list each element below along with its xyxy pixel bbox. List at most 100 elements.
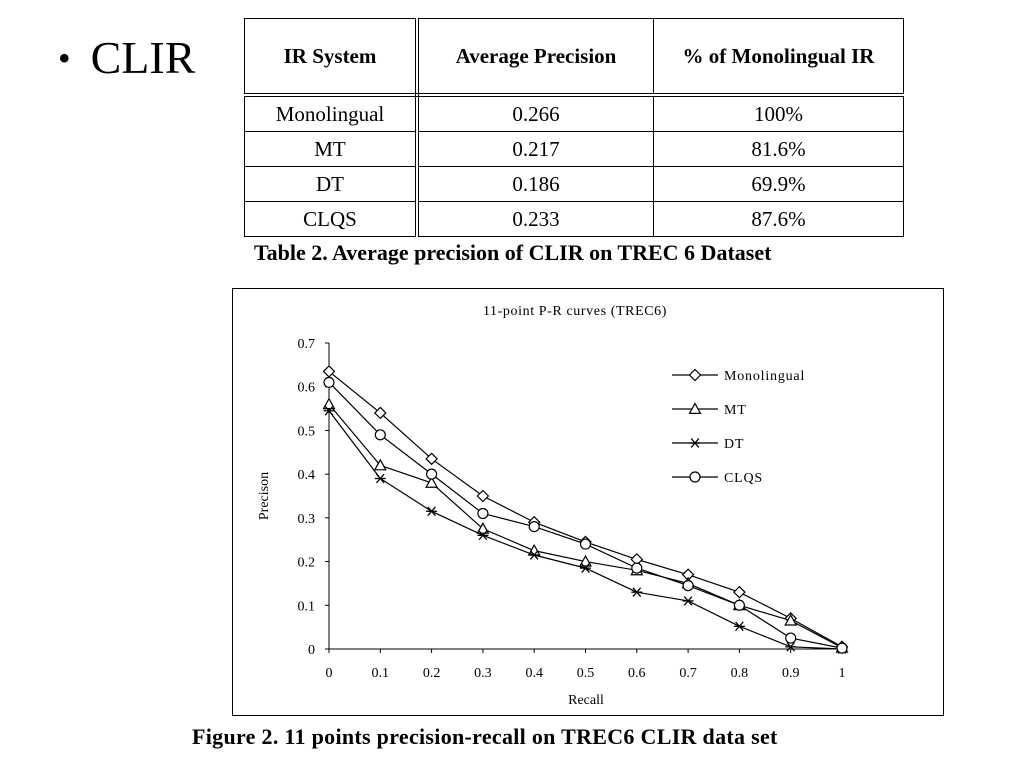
table-cell: 0.233 xyxy=(416,201,654,237)
data-point-dt xyxy=(733,621,745,632)
table-header-row: IR System Average Precision % of Monolin… xyxy=(244,18,904,97)
data-point-clqs xyxy=(733,599,745,611)
data-point-clqs xyxy=(682,580,694,592)
asterisk-stroke xyxy=(478,530,488,541)
asterisk-stroke xyxy=(375,473,385,484)
y-tick-label: 0.4 xyxy=(298,468,316,483)
data-point-dt xyxy=(323,405,335,416)
table-cell: 69.9% xyxy=(653,166,904,202)
chart-frame xyxy=(232,288,944,716)
series-line-monolingual xyxy=(328,370,843,648)
table-header-cell: Average Precision xyxy=(416,18,654,97)
legend-marker-mt xyxy=(688,402,702,415)
data-point-dt xyxy=(785,641,797,652)
x-tick-label: 0.2 xyxy=(423,666,441,681)
asterisk-stroke xyxy=(735,621,744,632)
data-point-dt xyxy=(426,506,438,517)
table-cell: 0.266 xyxy=(416,94,654,132)
table-cell: 0.186 xyxy=(416,166,654,202)
bullet-item: • CLIR xyxy=(58,30,195,86)
y-tick-label: 0.5 xyxy=(298,424,316,439)
data-point-clqs xyxy=(426,468,438,480)
asterisk-stroke xyxy=(683,596,693,606)
data-point-mt xyxy=(578,554,593,567)
data-point-monolingual xyxy=(425,452,438,466)
results-table: IR System Average Precision % of Monolin… xyxy=(244,18,904,237)
x-tick-label: 0.9 xyxy=(782,666,800,681)
table-cell: DT xyxy=(244,166,419,202)
legend-marker-clqs xyxy=(689,471,701,483)
data-point-mt xyxy=(425,476,439,488)
data-point-dt xyxy=(682,596,694,606)
table-cell: MT xyxy=(244,131,419,167)
data-point-clqs xyxy=(374,429,386,441)
asterisk-stroke xyxy=(324,405,334,416)
y-tick-label: 0.6 xyxy=(298,381,316,396)
data-point-monolingual xyxy=(373,406,387,420)
results-table-container: IR System Average Precision % of Monolin… xyxy=(244,18,904,237)
x-tick-label: 0.3 xyxy=(474,666,492,681)
x-axis-label: Recall xyxy=(568,693,604,708)
bullet-text: CLIR xyxy=(90,32,196,83)
x-tick-label: 0.1 xyxy=(372,666,390,681)
table-row: CLQS 0.233 87.6% xyxy=(244,201,904,237)
legend-label-clqs: CLQS xyxy=(724,471,763,486)
table-row: Monolingual 0.266 100% xyxy=(244,94,904,132)
table-caption: Table 2. Average precision of CLIR on TR… xyxy=(254,240,772,265)
figure-caption: Figure 2. 11 points precision-recall on … xyxy=(192,724,778,749)
table-header-cell: IR System xyxy=(244,18,419,97)
x-tick-label: 0.6 xyxy=(628,666,646,681)
asterisk-stroke xyxy=(690,438,700,448)
x-tick-label: 0.8 xyxy=(731,666,749,681)
data-point-dt xyxy=(631,587,643,597)
table-header-cell: % of Monolingual IR xyxy=(653,18,904,97)
data-point-mt xyxy=(322,397,336,410)
table-row: DT 0.186 69.9% xyxy=(244,166,904,202)
x-tick-label: 0 xyxy=(326,666,333,681)
x-tick-label: 0.5 xyxy=(577,666,595,681)
asterisk-stroke xyxy=(529,550,539,560)
asterisk-stroke xyxy=(581,563,590,573)
bullet-dot-icon: • xyxy=(58,38,71,78)
legend-label-monolingual: Monolingual xyxy=(724,369,805,384)
x-tick-label: 0.4 xyxy=(525,666,543,681)
y-tick-label: 0.3 xyxy=(298,512,316,527)
data-point-dt xyxy=(374,473,386,484)
table-cell: 81.6% xyxy=(653,131,904,167)
x-tick-label: 0.7 xyxy=(679,666,697,681)
chart-title: 11-point P-R curves (TREC6) xyxy=(483,304,667,319)
y-tick-label: 0.1 xyxy=(298,599,316,614)
table-cell: CLQS xyxy=(244,201,419,237)
series-line-mt xyxy=(328,403,843,649)
legend-label-dt: DT xyxy=(724,437,744,452)
y-tick-label: 0.7 xyxy=(298,337,316,352)
data-point-clqs xyxy=(528,521,540,533)
data-point-dt xyxy=(528,550,540,560)
data-point-clqs xyxy=(631,562,643,574)
data-point-monolingual xyxy=(476,489,490,503)
legend-marker-dt xyxy=(689,438,701,448)
y-axis-label: Precison xyxy=(257,472,272,520)
data-point-dt xyxy=(477,530,489,541)
legend-label-mt: MT xyxy=(724,403,747,418)
asterisk-stroke xyxy=(427,506,436,517)
y-tick-label: 0.2 xyxy=(298,556,316,571)
data-point-monolingual xyxy=(733,585,746,599)
asterisk-stroke xyxy=(632,587,642,597)
data-point-mt xyxy=(476,522,490,534)
x-tick-label: 1 xyxy=(839,666,846,681)
data-point-clqs xyxy=(785,632,797,644)
data-point-mt xyxy=(373,458,387,471)
table-cell: 100% xyxy=(653,94,904,132)
precision-recall-chart: 0 0.1 0.2 0.3 0.4 0.5 0.6 0.7 0 0.1 0.2 0.3 0.4 0.5 0.… xyxy=(257,304,849,708)
table-cell: 87.6% xyxy=(653,201,904,237)
legend-marker-monolingual xyxy=(688,368,702,382)
data-point-clqs xyxy=(477,507,489,520)
series-line-clqs xyxy=(328,381,843,649)
data-point-clqs xyxy=(836,642,848,654)
data-point-clqs xyxy=(579,538,592,550)
asterisk-stroke xyxy=(786,641,796,652)
table-cell: Monolingual xyxy=(244,94,419,132)
data-point-clqs xyxy=(323,376,335,388)
table-row: MT 0.217 81.6% xyxy=(244,131,904,167)
